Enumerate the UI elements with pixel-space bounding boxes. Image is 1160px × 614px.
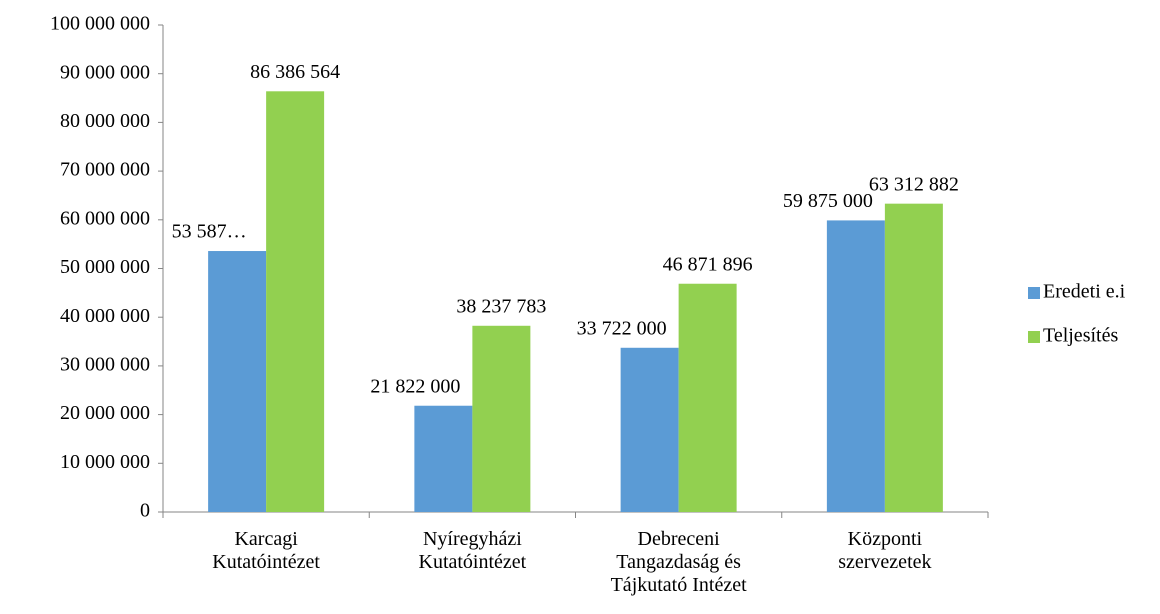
y-tick-label: 30 000 000 xyxy=(60,353,150,375)
y-tick-label: 0 xyxy=(140,500,150,522)
data-label: 63 312 882 xyxy=(869,173,959,195)
legend-swatch xyxy=(1028,287,1040,299)
legend-swatch xyxy=(1028,331,1040,343)
bar xyxy=(620,347,679,512)
data-label: 21 822 000 xyxy=(370,375,460,397)
data-label: 33 722 000 xyxy=(577,317,667,339)
y-tick-label: 80 000 000 xyxy=(60,110,150,132)
x-tick-label: Debreceni Tangazdaság és Tájkutató Intéz… xyxy=(610,528,747,596)
bar xyxy=(826,220,885,512)
data-label: 53 587… xyxy=(172,221,247,243)
bar xyxy=(266,91,325,513)
y-tick-label: 90 000 000 xyxy=(60,61,150,83)
data-label: 59 875 000 xyxy=(783,190,873,212)
data-label: 38 237 783 xyxy=(456,295,546,317)
y-tick-label: 50 000 000 xyxy=(60,256,150,278)
bar xyxy=(678,283,737,512)
y-tick-label: 70 000 000 xyxy=(60,159,150,181)
bar xyxy=(472,325,531,512)
y-tick-label: 100 000 000 xyxy=(50,13,150,35)
legend-label: Eredeti e.i xyxy=(1043,281,1126,303)
x-tick-label: Karcagi Kutatóintézet xyxy=(212,528,320,573)
data-label: 86 386 564 xyxy=(250,61,340,83)
x-tick-label: Központi szervezetek xyxy=(838,528,932,573)
y-tick-label: 40 000 000 xyxy=(60,305,150,327)
data-label: 46 871 896 xyxy=(663,253,753,275)
bar xyxy=(208,251,267,512)
bar xyxy=(414,405,473,512)
y-tick-label: 10 000 000 xyxy=(60,451,150,473)
x-tick-label: Nyíregyházi Kutatóintézet xyxy=(418,528,527,573)
bar xyxy=(884,203,943,512)
y-tick-label: 20 000 000 xyxy=(60,402,150,424)
legend-label: Teljesítés xyxy=(1043,325,1118,347)
y-tick-label: 60 000 000 xyxy=(60,207,150,229)
